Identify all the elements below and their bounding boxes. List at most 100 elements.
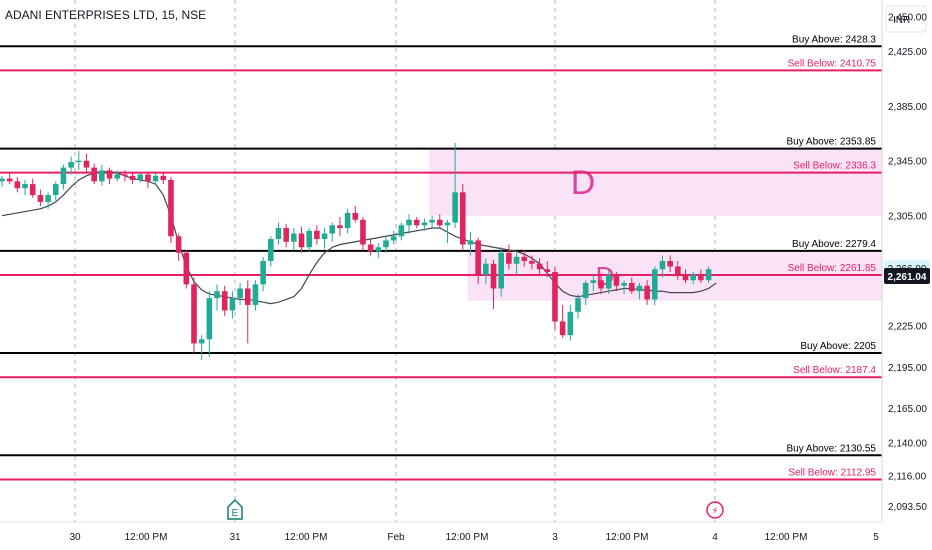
candle[interactable]: [344, 208, 351, 234]
candle[interactable]: [536, 258, 543, 275]
candle[interactable]: [490, 259, 497, 310]
candle[interactable]: [83, 153, 90, 174]
candle[interactable]: [229, 291, 236, 319]
candle[interactable]: [506, 244, 512, 270]
candle[interactable]: [628, 277, 635, 294]
candle[interactable]: [22, 179, 28, 196]
price-axis[interactable]: INR 2,450.00 2,425.00 2,385.00 2,345.00 2,30…: [881, 0, 927, 522]
candle[interactable]: [129, 171, 136, 185]
candle[interactable]: [567, 304, 574, 341]
candle[interactable]: [675, 261, 681, 281]
candle[interactable]: [68, 156, 74, 175]
candle[interactable]: [436, 214, 443, 229]
candle[interactable]: [298, 226, 305, 253]
candle[interactable]: [644, 280, 650, 305]
candle[interactable]: [613, 271, 620, 292]
candle[interactable]: [114, 170, 120, 182]
candle[interactable]: [498, 247, 504, 297]
candle[interactable]: [483, 258, 489, 285]
candle[interactable]: [621, 280, 627, 294]
candle[interactable]: [168, 177, 174, 244]
currency-box[interactable]: [885, 5, 927, 33]
candle[interactable]: [698, 269, 704, 283]
candle[interactable]: [360, 217, 366, 251]
candle[interactable]: [367, 239, 374, 256]
candle[interactable]: [682, 269, 689, 283]
candle[interactable]: [521, 250, 528, 267]
candle[interactable]: [598, 273, 604, 294]
candle[interactable]: [667, 255, 673, 272]
candle[interactable]: [452, 142, 458, 229]
candle[interactable]: [444, 219, 451, 244]
candle[interactable]: [337, 217, 343, 237]
candle[interactable]: [198, 335, 205, 360]
candle[interactable]: [137, 173, 144, 183]
candle[interactable]: [321, 228, 328, 249]
candle[interactable]: [398, 222, 405, 241]
candle[interactable]: [244, 280, 251, 344]
candle[interactable]: [91, 163, 97, 185]
candle[interactable]: [76, 151, 82, 171]
candle[interactable]: [314, 225, 320, 245]
candle[interactable]: [429, 215, 435, 229]
candle[interactable]: [6, 173, 13, 185]
candle[interactable]: [352, 206, 359, 223]
earnings-marker[interactable]: E: [227, 498, 243, 520]
candle[interactable]: [122, 170, 128, 182]
candle[interactable]: [275, 222, 282, 245]
candle[interactable]: [183, 250, 190, 289]
candle[interactable]: [60, 164, 67, 190]
candle[interactable]: [636, 282, 643, 300]
candle[interactable]: [605, 270, 612, 294]
candle[interactable]: [214, 284, 220, 311]
candle[interactable]: [513, 252, 520, 275]
candle[interactable]: [291, 228, 297, 251]
candle[interactable]: [145, 171, 151, 189]
candle[interactable]: [375, 243, 382, 259]
candle[interactable]: [45, 192, 51, 209]
candle[interactable]: [383, 236, 389, 253]
candle[interactable]: [544, 261, 551, 278]
candle[interactable]: [390, 230, 397, 245]
candle[interactable]: [413, 217, 420, 229]
candle[interactable]: [705, 266, 712, 283]
candle[interactable]: [559, 304, 566, 338]
dividend-marker[interactable]: ⚡: [706, 501, 724, 519]
candle[interactable]: [221, 285, 228, 316]
candle[interactable]: [0, 175, 5, 187]
candle[interactable]: [268, 236, 274, 267]
candle[interactable]: [175, 233, 182, 261]
candle[interactable]: [52, 181, 59, 201]
candle[interactable]: [283, 223, 289, 248]
candle[interactable]: [460, 184, 466, 251]
candle[interactable]: [206, 291, 213, 358]
candle[interactable]: [575, 293, 581, 319]
candle[interactable]: [29, 178, 36, 198]
candle[interactable]: [14, 177, 21, 193]
candle[interactable]: [467, 232, 474, 256]
candle[interactable]: [421, 218, 428, 231]
candle[interactable]: [99, 164, 105, 186]
candle[interactable]: [475, 237, 481, 285]
candle[interactable]: [237, 282, 243, 305]
time-axis[interactable]: 30 12:00 PM 31 12:00 PM Feb 12:00 PM 3 12:00 PM…: [0, 521, 882, 543]
candle[interactable]: [252, 280, 259, 311]
candle[interactable]: [552, 266, 558, 330]
event-markers[interactable]: E ⚡: [227, 498, 724, 520]
candle[interactable]: [652, 266, 658, 305]
candle[interactable]: [329, 222, 336, 242]
candle[interactable]: [160, 173, 167, 185]
candle[interactable]: [406, 214, 412, 234]
candle[interactable]: [590, 274, 597, 292]
candle[interactable]: [306, 228, 312, 252]
candle[interactable]: [260, 256, 266, 292]
candle[interactable]: [582, 280, 589, 305]
candle[interactable]: [191, 277, 197, 354]
candle[interactable]: [529, 255, 535, 270]
candlesticks[interactable]: [0, 142, 712, 360]
candle[interactable]: [690, 271, 696, 285]
candle[interactable]: [659, 255, 666, 278]
candle[interactable]: [152, 173, 159, 185]
candle[interactable]: [106, 167, 113, 185]
